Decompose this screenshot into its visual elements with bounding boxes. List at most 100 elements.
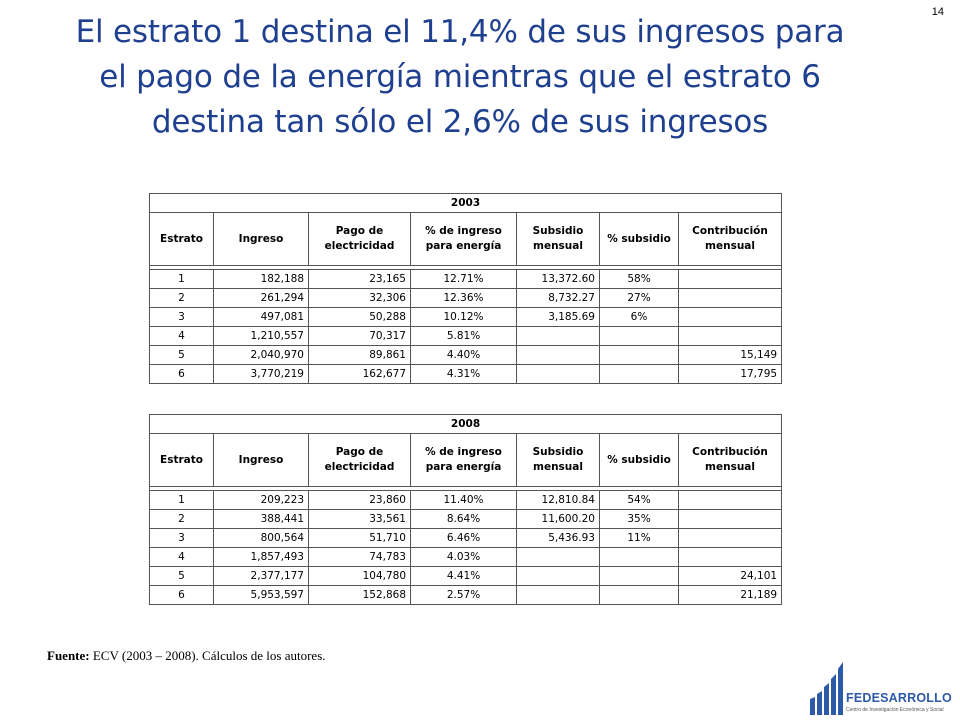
table-cell	[677, 307, 783, 327]
table-row: 4 1,210,557 70,317 5.81%	[149, 326, 783, 346]
table-cell: 1	[149, 490, 214, 510]
source-note: Fuente: ECV (2003 – 2008). Cálculos de l…	[47, 648, 326, 664]
table-cell: 12,810.84	[516, 490, 600, 510]
column-header: Estrato	[149, 433, 214, 487]
table-cell: 11%	[599, 528, 679, 548]
column-header: Pago de electricidad	[308, 212, 411, 266]
table-cell	[677, 269, 783, 289]
table-cell: 51,710	[308, 528, 411, 548]
table-cell: 4.41%	[410, 566, 517, 586]
table-cell	[599, 364, 679, 384]
table-cell	[516, 326, 600, 346]
table-cell: 11,600.20	[516, 509, 600, 529]
table-cell: 21,189	[677, 585, 783, 605]
source-text: ECV (2003 – 2008). Cálculos de los autor…	[92, 648, 326, 663]
table-2003: 2003 Estrato Ingreso Pago de electricida…	[148, 193, 783, 384]
title-line: el pago de la energía mientras que el es…	[99, 59, 821, 95]
table-cell	[516, 345, 600, 365]
table-cell: 2	[149, 288, 214, 308]
table-cell: 5	[149, 566, 214, 586]
column-header: % subsidio	[599, 433, 679, 487]
table-cell: 8,732.27	[516, 288, 600, 308]
table-cell	[599, 585, 679, 605]
table-cell: 3	[149, 307, 214, 327]
column-header: % de ingreso para energía	[410, 212, 517, 266]
table-cell: 1,857,493	[213, 547, 309, 567]
table-cell	[599, 345, 679, 365]
column-header: Ingreso	[213, 433, 309, 487]
table-cell: 15,149	[677, 345, 783, 365]
table-cell: 3	[149, 528, 214, 548]
column-header: Contribución mensual	[677, 433, 783, 487]
table-cell: 2,040,970	[213, 345, 309, 365]
table-cell	[516, 566, 600, 586]
table-cell: 1,210,557	[213, 326, 309, 346]
table-cell: 5,953,597	[213, 585, 309, 605]
table-year: 2008	[148, 414, 783, 434]
table-cell: 12.36%	[410, 288, 517, 308]
table-cell: 104,780	[308, 566, 411, 586]
table-cell: 33,561	[308, 509, 411, 529]
table-cell: 54%	[599, 490, 679, 510]
table-cell: 23,860	[308, 490, 411, 510]
table-cell: 4	[149, 547, 214, 567]
table-cell: 32,306	[308, 288, 411, 308]
table-cell: 2,377,177	[213, 566, 309, 586]
table-cell: 6.46%	[410, 528, 517, 548]
table-cell: 12.71%	[410, 269, 517, 289]
table-cell: 4.40%	[410, 345, 517, 365]
column-header: Subsidio mensual	[516, 433, 600, 487]
table-cell	[599, 326, 679, 346]
table-cell: 2.57%	[410, 585, 517, 605]
column-header: % de ingreso para energía	[410, 433, 517, 487]
table-cell: 27%	[599, 288, 679, 308]
table-row: 2 388,441 33,561 8.64% 11,600.20 35%	[149, 509, 783, 529]
table-year: 2003	[148, 193, 783, 213]
table-cell: 388,441	[213, 509, 309, 529]
table-cell: 4.31%	[410, 364, 517, 384]
table-cell: 35%	[599, 509, 679, 529]
table-row: 3 497,081 50,288 10.12% 3,185.69 6%	[149, 307, 783, 327]
table-cell	[599, 547, 679, 567]
table-cell: 3,185.69	[516, 307, 600, 327]
title-line: El estrato 1 destina el 11,4% de sus ing…	[75, 14, 845, 50]
table-row: 1 182,188 23,165 12.71% 13,372.60 58%	[149, 269, 783, 289]
column-header: Ingreso	[213, 212, 309, 266]
logo-bars-icon	[810, 662, 843, 715]
table-cell: 1	[149, 269, 214, 289]
table-cell: 70,317	[308, 326, 411, 346]
table-row: 4 1,857,493 74,783 4.03%	[149, 547, 783, 567]
table-cell: 4.03%	[410, 547, 517, 567]
table-2008: 2008 Estrato Ingreso Pago de electricida…	[148, 414, 783, 605]
fedesarrollo-logo: FEDESARROLLO Centro de Investigación Eco…	[806, 657, 956, 717]
table-cell: 5	[149, 345, 214, 365]
table-cell: 6%	[599, 307, 679, 327]
table-cell: 3,770,219	[213, 364, 309, 384]
table-cell: 261,294	[213, 288, 309, 308]
table-cell: 58%	[599, 269, 679, 289]
table-cell	[599, 566, 679, 586]
table-cell: 182,188	[213, 269, 309, 289]
table-cell	[516, 547, 600, 567]
table-cell: 13,372.60	[516, 269, 600, 289]
table-cell	[677, 288, 783, 308]
table-row: 1 209,223 23,860 11.40% 12,810.84 54%	[149, 490, 783, 510]
table-cell: 89,861	[308, 345, 411, 365]
table-cell: 10.12%	[410, 307, 517, 327]
table-cell: 209,223	[213, 490, 309, 510]
column-header: Estrato	[149, 212, 214, 266]
table-cell: 5,436.93	[516, 528, 600, 548]
logo-name: FEDESARROLLO	[846, 691, 952, 705]
table-row: 2 261,294 32,306 12.36% 8,732.27 27%	[149, 288, 783, 308]
table-cell: 497,081	[213, 307, 309, 327]
table-cell	[677, 528, 783, 548]
page-number: 14	[931, 6, 944, 18]
table-cell: 4	[149, 326, 214, 346]
table-cell: 74,783	[308, 547, 411, 567]
table-cell: 8.64%	[410, 509, 517, 529]
table-cell: 17,795	[677, 364, 783, 384]
table-cell: 2	[149, 509, 214, 529]
table-row: 6 5,953,597 152,868 2.57% 21,189	[149, 585, 783, 605]
source-label: Fuente:	[47, 648, 90, 663]
table-cell: 152,868	[308, 585, 411, 605]
